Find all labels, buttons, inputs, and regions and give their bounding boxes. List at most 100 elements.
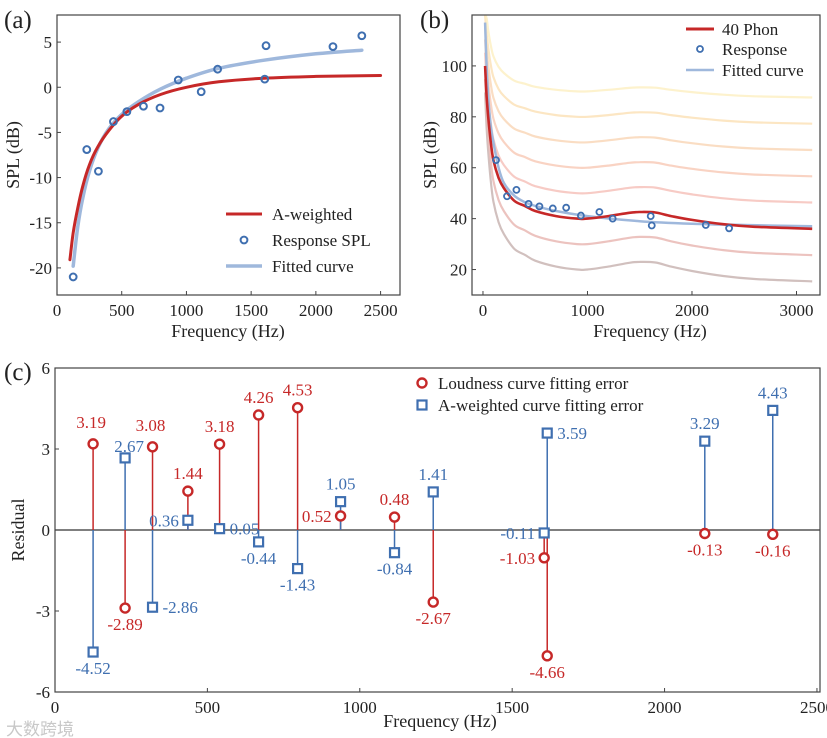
loudness-error-label: -2.89 <box>107 615 142 634</box>
y-tick-label: -3 <box>36 602 50 621</box>
40-phon-line <box>483 65 813 231</box>
response-spl-point <box>260 74 270 84</box>
loudness-error-point <box>427 596 439 608</box>
response-spl-point <box>139 101 148 111</box>
x-tick-label: 1500 <box>495 698 529 717</box>
legend-fitted-label: Fitted curve <box>272 257 354 276</box>
a-weighted-error-point <box>182 514 194 526</box>
a-weighted-error-point <box>541 427 553 439</box>
equal-loudness-contour <box>484 26 813 152</box>
loudness-error-label: -0.13 <box>687 541 722 560</box>
response-spl-point <box>82 145 92 154</box>
response-point <box>562 203 571 212</box>
panel-c-label: (c) <box>4 359 32 386</box>
a-weighted-error-point <box>699 435 711 447</box>
y-tick-label: 3 <box>42 440 51 459</box>
response-point <box>576 211 585 220</box>
loudness-error-label: 3.19 <box>76 413 106 432</box>
loudness-error-point <box>119 602 131 614</box>
legend-40-phon-label: 40 Phon <box>722 20 779 39</box>
a-weighted-error-label: -0.44 <box>241 549 277 568</box>
panel-b-label: (b) <box>420 7 449 34</box>
loudness-error-label: 4.53 <box>283 381 313 400</box>
panel-b-xlabel: Frequency (Hz) <box>593 321 706 342</box>
loudness-error-label: -1.03 <box>500 549 535 568</box>
y-tick-label: 5 <box>44 33 53 52</box>
loudness-error-point <box>699 527 711 540</box>
a-weighted-error-label: -0.11 <box>500 524 535 543</box>
response-point <box>647 221 656 230</box>
fitted-curve-line <box>483 22 813 228</box>
x-tick-label: 2500 <box>800 698 827 717</box>
response-point <box>524 199 533 208</box>
loudness-error-label: -0.16 <box>755 541 790 560</box>
legend-a-weighted-swatch <box>416 399 428 411</box>
x-tick-label: 2000 <box>299 301 333 320</box>
response-spl-point <box>173 75 183 85</box>
response-point <box>595 208 604 216</box>
x-tick-label: 2500 <box>364 301 398 320</box>
a-weighted-error-label: 3.29 <box>690 414 720 433</box>
equal-loudness-contour <box>484 92 813 283</box>
response-spl-point <box>155 103 165 113</box>
legend-fitted-label: Fitted curve <box>722 61 804 80</box>
x-tick-label: 500 <box>195 698 221 717</box>
panel-c-ylabel: Residual <box>8 499 28 562</box>
y-tick-label: -15 <box>29 214 52 233</box>
response-spl-point <box>109 117 118 126</box>
a-weighted-error-label: 1.05 <box>326 475 356 494</box>
panel-b-frame <box>471 14 821 296</box>
legend-response-label: Response <box>722 40 787 59</box>
a-weighted-error-label: 3.59 <box>557 424 587 443</box>
response-spl-point <box>328 42 338 52</box>
panel-a-label: (a) <box>4 7 32 34</box>
a-weighted-error-point <box>87 646 99 658</box>
response-point <box>535 202 544 211</box>
a-weighted-error-point <box>427 486 439 498</box>
response-point <box>548 204 557 213</box>
loudness-error-point <box>213 438 226 450</box>
panel-c-frame <box>54 367 821 693</box>
response-point <box>512 185 521 194</box>
loudness-error-label: 3.08 <box>136 416 166 435</box>
a-weighted-error-point <box>252 536 265 548</box>
legend-a-weighted-label: A-weighted <box>272 205 353 224</box>
x-tick-label: 1000 <box>169 301 203 320</box>
loudness-error-point <box>334 510 347 522</box>
y-tick-label: 6 <box>42 359 51 378</box>
legend-response-label: Response SPL <box>272 231 371 250</box>
a-weighted-error-label: 1.41 <box>418 465 448 484</box>
legend-response-swatch <box>239 235 249 245</box>
loudness-error-label: 1.44 <box>173 464 203 483</box>
a-weighted-error-point <box>334 496 347 508</box>
a-weighted-error-label: -0.84 <box>377 560 413 579</box>
response-spl-point <box>94 166 103 176</box>
panel-a-xlabel: Frequency (Hz) <box>171 321 284 342</box>
x-tick-label: 1000 <box>343 698 377 717</box>
a-weighted-error-label: 2.67 <box>114 437 144 456</box>
loudness-error-point <box>146 441 159 453</box>
response-spl-point <box>261 41 271 51</box>
a-weighted-error-point <box>213 523 226 535</box>
x-tick-label: 0 <box>53 301 62 320</box>
y-tick-label: 100 <box>442 57 468 76</box>
y-tick-label: 20 <box>450 261 467 280</box>
legend-loudness-label: Loudness curve fitting error <box>438 374 629 393</box>
response-point <box>701 221 710 229</box>
response-spl-point <box>68 272 78 282</box>
a-weighted-error-label: -2.86 <box>163 598 198 617</box>
panel-a-marks: 0 500 1000 1500 2000 2500 5 0 -5 -10 -15 -20 A-weigh… <box>29 31 398 320</box>
loudness-error-label: 0.48 <box>380 490 410 509</box>
legend-a-weighted-label: A-weighted curve fitting error <box>438 396 644 415</box>
y-tick-label: 0 <box>44 78 53 97</box>
equal-loudness-contour <box>484 39 813 178</box>
panel-b-ylabel: SPL (dB) <box>420 121 441 189</box>
a-weighted-error-label: 0.05 <box>230 520 260 539</box>
loudness-error-point <box>388 511 401 523</box>
a-weighted-error-point <box>388 547 401 559</box>
x-tick-label: 1000 <box>570 301 604 320</box>
x-tick-label: 500 <box>109 301 135 320</box>
x-tick-label: 2000 <box>675 301 709 320</box>
legend-loudness-swatch <box>416 377 428 389</box>
